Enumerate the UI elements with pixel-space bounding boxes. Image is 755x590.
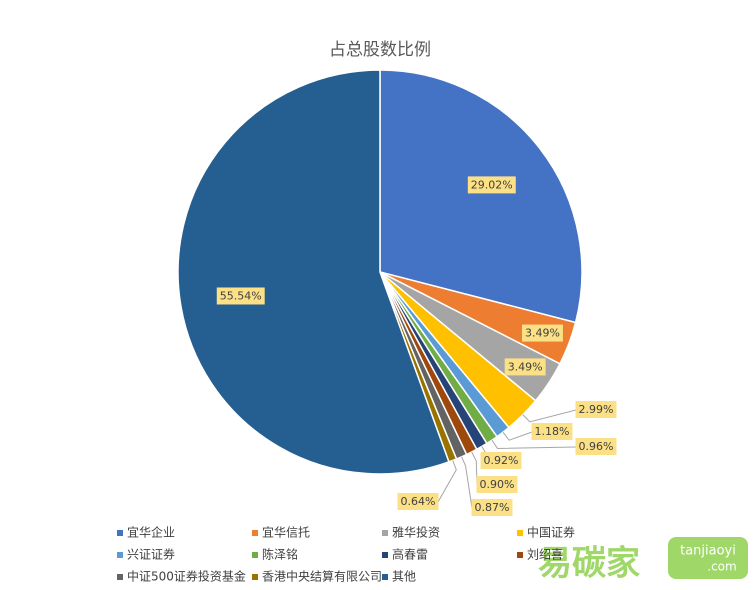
watermark-domain: .com <box>707 560 736 574</box>
legend-label: 香港中央结算有限公司 <box>262 569 382 584</box>
data-label: 1.18% <box>531 423 573 440</box>
watermark-badge <box>668 537 748 579</box>
legend-marker <box>382 552 388 558</box>
data-label-bg <box>216 287 265 305</box>
leader-line <box>461 456 473 509</box>
legend-marker <box>382 530 388 536</box>
leader-line <box>437 460 457 503</box>
data-label: 0.64% <box>397 493 439 510</box>
data-label-bg <box>521 324 563 342</box>
data-label-bg <box>467 176 516 194</box>
legend-marker <box>117 574 123 580</box>
pie-slice <box>379 69 583 324</box>
watermark-site: tanjiaoyi <box>680 544 736 559</box>
legend-label: 雅华投资 <box>392 525 440 540</box>
watermark: 易碳家 tanjiaoyi .com <box>538 537 748 584</box>
leader-line <box>502 431 533 441</box>
legend-label: 中国证券 <box>527 525 575 540</box>
leader-line <box>491 439 577 449</box>
data-label-text: 3.49% <box>508 360 543 373</box>
data-label-bg <box>531 423 573 440</box>
data-label: 29.02% <box>467 176 516 194</box>
data-label: 2.99% <box>575 401 617 418</box>
data-label-bg <box>575 401 617 418</box>
legend-marker <box>252 574 258 580</box>
legend-label: 其他 <box>392 570 416 584</box>
legend-label: 刘绍喜 <box>527 548 563 562</box>
chart-title: 占总股数比例 <box>329 40 431 60</box>
data-label: 0.87% <box>471 499 513 516</box>
legend-marker <box>517 552 523 558</box>
leader-line <box>471 451 478 486</box>
data-label-text: 0.90% <box>480 478 515 491</box>
legend-label: 高春雷 <box>392 547 428 562</box>
data-label-text: 29.02% <box>471 178 513 191</box>
legend-marker <box>252 530 258 536</box>
data-label: 0.92% <box>480 452 522 469</box>
legend-marker <box>117 530 123 536</box>
legend-label: 陈泽铭 <box>262 547 298 562</box>
data-label: 0.96% <box>575 438 617 455</box>
data-label-text: 0.92% <box>484 454 519 467</box>
watermark-brand: 易碳家 <box>538 544 640 584</box>
legend-marker <box>382 574 388 580</box>
legend-label: 兴证证券 <box>127 547 175 562</box>
data-label: 55.54% <box>216 287 265 305</box>
data-label-text: 1.18% <box>535 425 570 438</box>
data-label-bg <box>397 493 439 510</box>
data-label: 0.90% <box>476 476 518 493</box>
leader-line <box>522 409 577 423</box>
legend-marker <box>252 552 258 558</box>
legend-label: 中证500证券投资基金 <box>127 569 246 584</box>
data-label-text: 0.64% <box>401 495 436 508</box>
data-label-text: 0.96% <box>579 440 614 453</box>
pie-slice <box>177 69 450 475</box>
data-label-bg <box>575 438 617 455</box>
data-label-text: 2.99% <box>579 403 614 416</box>
data-label-bg <box>471 499 513 516</box>
data-label: 3.49% <box>504 358 546 376</box>
data-label-text: 0.87% <box>475 501 510 514</box>
data-label-bg <box>504 358 546 376</box>
data-label-bg <box>480 452 522 469</box>
data-label-text: 3.49% <box>525 327 560 340</box>
data-label-text: 55.54% <box>220 289 262 302</box>
data-label: 3.49% <box>521 324 563 342</box>
legend-marker <box>117 552 123 558</box>
legend-label: 宜华企业 <box>127 525 175 540</box>
legend-label: 宜华信托 <box>262 525 310 540</box>
legend-marker <box>517 530 523 536</box>
data-label-bg <box>476 476 518 493</box>
